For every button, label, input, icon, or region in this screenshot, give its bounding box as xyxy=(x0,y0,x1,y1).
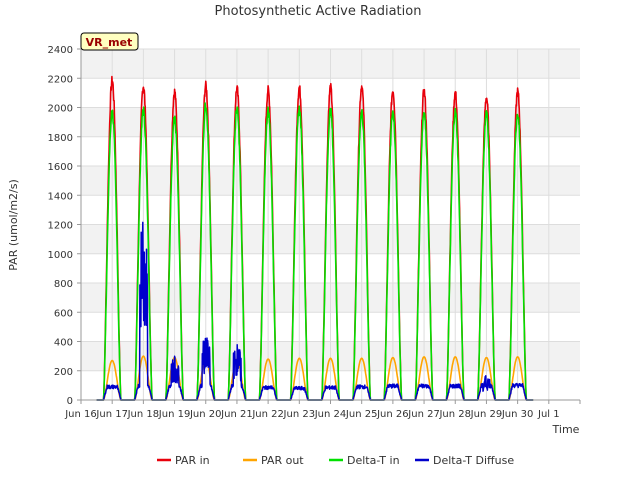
x-tick-label: Jun 21 xyxy=(220,409,253,420)
y-tick-label: 2400 xyxy=(48,45,73,56)
y-tick-label: 0 xyxy=(67,396,73,407)
y-tick-label: 200 xyxy=(54,367,73,378)
y-tick-label: 1000 xyxy=(48,250,73,261)
y-tick-label: 400 xyxy=(54,338,73,349)
station-badge: VR_met xyxy=(80,32,139,51)
station-badge-text: VR_met xyxy=(86,36,133,49)
x-axis: Jun 16 Jun 17 Jun 18 Jun 19 Jun 20 Jun 21 Jun … xyxy=(64,399,581,420)
x-tick-label: Jun 24 xyxy=(314,409,347,420)
x-tick-label: Jun 23 xyxy=(283,409,316,420)
y-tick-label: 1800 xyxy=(48,133,73,144)
x-tick-label: Jun 25 xyxy=(345,409,378,420)
y-tick-label: 800 xyxy=(54,279,73,290)
y-tick-label: 2000 xyxy=(48,104,73,115)
y-tick-label: 1600 xyxy=(48,162,73,173)
legend-label: Delta-T in xyxy=(347,454,400,467)
legend: PAR in PAR out Delta-T in Delta-T Diffuse xyxy=(157,454,514,467)
x-tick-label: Jun 27 xyxy=(407,409,440,420)
y-axis: 0 200 400 600 800 1000 1200 1400 1600 1800 2000 220… xyxy=(48,45,82,407)
chart-title: Photosynthetic Active Radiation xyxy=(215,4,422,19)
y-tick-label: 1400 xyxy=(48,191,73,202)
legend-label: PAR out xyxy=(261,454,304,467)
station-badge-box xyxy=(80,32,139,51)
x-tick-label: Jun 29 xyxy=(470,409,503,420)
x-tick-label: Jun 28 xyxy=(438,409,471,420)
x-tick-label: Jun 22 xyxy=(251,409,284,420)
x-axis-label: Time xyxy=(552,423,580,436)
x-tick-label: Jun 18 xyxy=(127,409,160,420)
y-tick-label: 2200 xyxy=(48,74,73,85)
y-tick-label: 600 xyxy=(54,308,73,319)
x-tick-label: Jun 20 xyxy=(189,409,222,420)
x-tick-label: Jun 17 xyxy=(95,409,128,420)
x-tick-label: Jun 19 xyxy=(158,409,191,420)
legend-label: Delta-T Diffuse xyxy=(433,454,514,467)
y-tick-label: 1200 xyxy=(48,221,73,232)
y-axis-label: PAR (umol/m2/s) xyxy=(7,179,20,271)
x-tick-label: Jun 26 xyxy=(376,409,409,420)
x-tick-label: Jun 16 xyxy=(64,409,97,420)
legend-label: PAR in xyxy=(175,454,210,467)
x-tick-label: Jul 1 xyxy=(537,409,560,420)
x-tick-label: Jun 30 xyxy=(501,409,534,420)
